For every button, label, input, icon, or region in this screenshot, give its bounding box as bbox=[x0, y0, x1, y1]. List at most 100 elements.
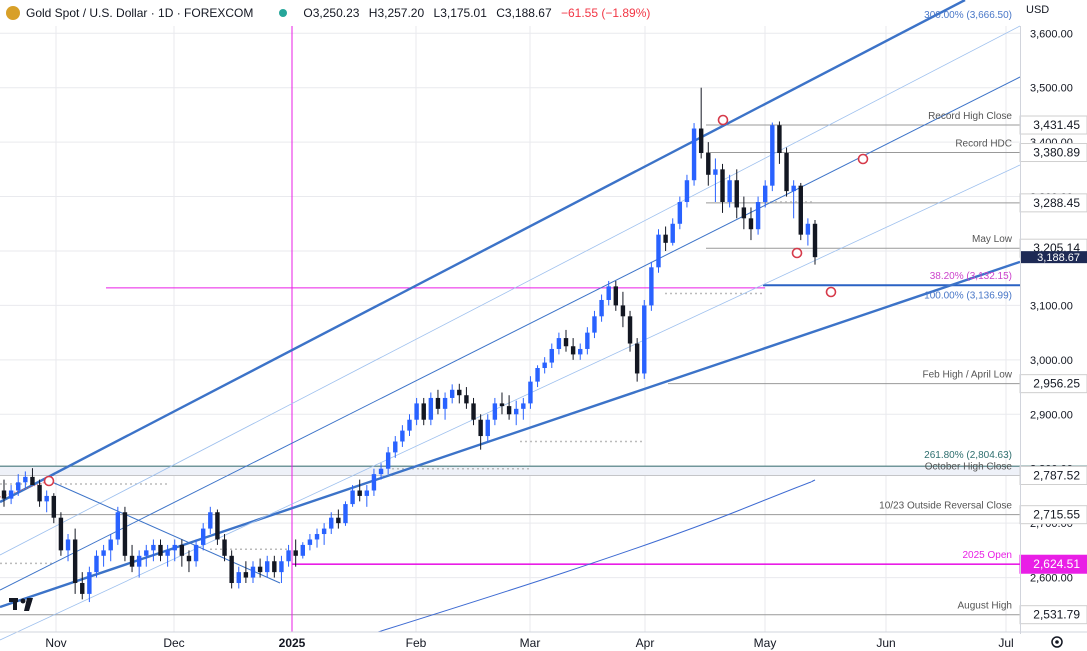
price-level-badge-text: 2,956.25 bbox=[1033, 377, 1080, 391]
candle-body bbox=[58, 517, 64, 551]
channel-lower-line bbox=[0, 260, 1021, 609]
candle-body bbox=[514, 408, 519, 415]
candle-body bbox=[300, 544, 305, 556]
level-label: Record HDC bbox=[955, 139, 1012, 150]
candle-body bbox=[748, 218, 754, 230]
candle-body bbox=[23, 476, 28, 483]
candle-body bbox=[336, 517, 341, 524]
candle-body bbox=[129, 555, 135, 567]
x-tick-label: Jul bbox=[998, 636, 1013, 650]
candle-body bbox=[80, 583, 85, 594]
candle-body bbox=[698, 128, 704, 154]
candle-body bbox=[1, 490, 7, 499]
channel-median-line bbox=[0, 76, 1021, 591]
candle-body bbox=[279, 561, 284, 573]
candle-body bbox=[293, 550, 298, 556]
candle-body bbox=[606, 286, 611, 300]
symbol-title[interactable]: Gold Spot / U.S. Dollar · 1D · FOREXCOM bbox=[26, 6, 254, 20]
candle-body bbox=[663, 234, 668, 243]
candle-body bbox=[449, 389, 455, 398]
level-label: Feb High / April Low bbox=[923, 370, 1013, 381]
change-value: −61.55 (−1.89%) bbox=[560, 6, 651, 20]
candle-body bbox=[186, 555, 192, 562]
candle-body bbox=[257, 566, 263, 573]
candle-body bbox=[570, 346, 576, 355]
candle-body bbox=[87, 572, 92, 594]
candle-body bbox=[72, 539, 78, 584]
price-level-badge-text: 2,715.55 bbox=[1033, 508, 1080, 522]
price-level-badge-text: 2,624.51 bbox=[1033, 557, 1080, 571]
level-label: October High Close bbox=[925, 462, 1013, 473]
logo-dot bbox=[20, 598, 26, 604]
candle-body bbox=[94, 555, 99, 573]
candle-body bbox=[286, 550, 291, 562]
time-axis[interactable]: Nov Dec 2025 Feb Mar Apr May Jun Jul bbox=[0, 631, 1087, 650]
candle-body bbox=[677, 202, 683, 224]
candle-body bbox=[122, 512, 128, 556]
candle-body bbox=[542, 362, 547, 369]
pivot-marker bbox=[791, 247, 803, 259]
candle-body bbox=[684, 180, 690, 203]
candle-body bbox=[784, 153, 789, 192]
price-level-badge-text: 3,431.45 bbox=[1033, 118, 1080, 132]
pivot-marker bbox=[857, 153, 869, 165]
candle-body bbox=[791, 185, 796, 192]
low-value: L3,175.01 bbox=[433, 6, 487, 20]
moving-average-line bbox=[377, 479, 816, 633]
candle-body bbox=[656, 234, 661, 268]
candle-body bbox=[329, 517, 334, 529]
candle-body bbox=[521, 403, 526, 409]
settings-gear-icon bbox=[1051, 636, 1063, 648]
gold-symbol-icon bbox=[6, 6, 20, 20]
candle-body bbox=[713, 169, 718, 175]
last-price-text: 3,188.67 bbox=[1037, 252, 1080, 264]
currency-label[interactable]: USD bbox=[1026, 4, 1050, 16]
y-tick-label: 3,000.00 bbox=[1030, 355, 1073, 367]
candle-body bbox=[649, 267, 654, 306]
candle-body bbox=[499, 403, 505, 407]
x-tick-label: Mar bbox=[520, 636, 541, 650]
y-tick-label: 2,600.00 bbox=[1030, 573, 1073, 585]
candle-body bbox=[307, 539, 313, 545]
candle-body bbox=[385, 452, 391, 469]
candle-body bbox=[350, 490, 355, 505]
candle-body bbox=[578, 348, 583, 355]
level-label: Record High Close bbox=[928, 111, 1012, 122]
candle-body bbox=[44, 495, 49, 502]
candle-body bbox=[136, 555, 142, 567]
candle-body bbox=[627, 316, 633, 344]
candle-body bbox=[400, 430, 405, 442]
candle-body bbox=[37, 485, 42, 502]
candle-body bbox=[208, 512, 213, 529]
candle-body bbox=[585, 332, 590, 349]
open-value: O3,250.23 bbox=[303, 6, 360, 20]
x-tick-label: May bbox=[754, 636, 777, 650]
y-tick-label: 3,500.00 bbox=[1030, 83, 1073, 95]
candle-body bbox=[115, 512, 121, 540]
level-label: 10/23 Outside Reversal Close bbox=[879, 501, 1012, 512]
candle-body bbox=[144, 550, 149, 556]
candle-body bbox=[165, 550, 170, 556]
candle-body bbox=[691, 128, 697, 181]
market-status-icon bbox=[279, 9, 288, 17]
candle-body bbox=[798, 185, 803, 235]
candle-body bbox=[599, 299, 604, 317]
candle-body bbox=[236, 572, 241, 584]
fib-label: 100.00% (3,136.99) bbox=[924, 290, 1012, 301]
candle-body bbox=[634, 343, 640, 374]
early-trend-dotted bbox=[0, 479, 53, 498]
candle-body bbox=[371, 474, 377, 491]
pivot-marker bbox=[43, 475, 55, 487]
candle-body bbox=[30, 476, 35, 486]
chart-legend-header: Gold Spot / U.S. Dollar · 1D · FOREXCOM … bbox=[0, 0, 656, 26]
close-value: C3,188.67 bbox=[496, 6, 552, 20]
candle-body bbox=[435, 397, 441, 409]
candle-body bbox=[222, 539, 227, 556]
price-axis[interactable]: 3,600.003,500.003,400.003,300.003,200.00… bbox=[1019, 28, 1087, 625]
candle-body bbox=[549, 348, 554, 363]
x-tick-label: Apr bbox=[636, 636, 655, 650]
x-tick-label: Nov bbox=[45, 636, 66, 650]
fib-label: 261.80% (2,804.63) bbox=[924, 450, 1012, 461]
